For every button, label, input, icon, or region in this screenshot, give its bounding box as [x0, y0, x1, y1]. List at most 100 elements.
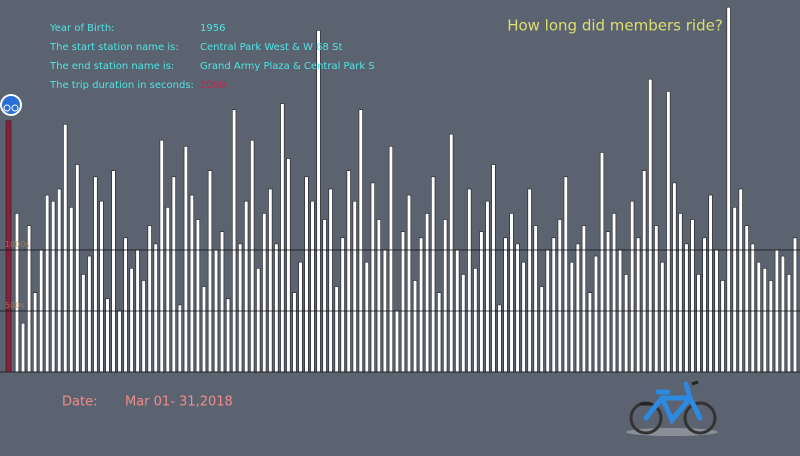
bar	[352, 200, 357, 373]
bar	[666, 91, 671, 373]
bar	[509, 213, 514, 373]
bar	[99, 200, 104, 373]
bar	[75, 164, 80, 373]
bar	[605, 231, 611, 373]
bar	[69, 207, 74, 373]
bar	[394, 310, 400, 373]
bar	[593, 255, 599, 373]
parts	[640, 380, 699, 406]
bar	[515, 243, 520, 373]
bar	[485, 200, 490, 373]
bar	[364, 261, 369, 373]
bar	[503, 237, 508, 373]
date-label: Date:	[62, 395, 97, 410]
bar	[334, 286, 339, 373]
bar	[424, 213, 430, 373]
bar	[262, 213, 267, 373]
y-tick-label: 1000s	[5, 240, 30, 249]
bar	[539, 286, 544, 373]
bar	[449, 133, 454, 373]
bar	[328, 188, 333, 373]
bar	[153, 243, 158, 373]
bar	[316, 30, 321, 373]
bar	[473, 267, 478, 373]
bar	[702, 237, 707, 373]
bar	[195, 219, 201, 373]
bar	[93, 176, 98, 373]
bar	[165, 207, 170, 373]
info-value: 1956	[200, 23, 225, 34]
wheel	[683, 401, 717, 435]
bar	[32, 292, 38, 373]
bar	[117, 310, 122, 373]
bar	[51, 200, 56, 373]
bar	[792, 237, 798, 373]
bar	[467, 188, 472, 373]
bar	[720, 280, 725, 373]
bar	[648, 78, 653, 373]
bar	[244, 200, 249, 373]
bar	[45, 194, 50, 373]
bar	[232, 109, 237, 373]
info-value: Grand Army Plaza & Central Park S	[200, 61, 375, 72]
bar	[431, 176, 436, 373]
bar	[630, 200, 635, 373]
bar	[388, 146, 394, 373]
bar	[376, 219, 381, 373]
bar	[533, 225, 538, 373]
bar	[292, 292, 297, 373]
bar	[732, 207, 737, 373]
icon-disc	[2, 96, 20, 114]
bar	[780, 255, 786, 373]
bar	[768, 280, 773, 373]
bar	[642, 170, 647, 373]
bar	[756, 261, 761, 373]
bar	[57, 188, 62, 373]
bar	[412, 280, 418, 373]
date-value: Mar 01- 31,2018	[125, 395, 233, 410]
bar	[738, 188, 743, 373]
icon-wheel	[11, 104, 19, 112]
bar	[690, 219, 695, 373]
bar	[20, 322, 26, 373]
bar	[400, 231, 406, 373]
bar	[684, 243, 689, 373]
bar	[624, 274, 629, 373]
bar	[479, 231, 484, 373]
bar	[286, 158, 291, 373]
bar	[358, 109, 363, 373]
bar	[141, 280, 146, 373]
icon-wheel	[3, 104, 11, 112]
bar	[750, 243, 755, 373]
bar	[225, 298, 231, 373]
bar	[189, 194, 195, 373]
bar	[569, 261, 574, 373]
bar	[461, 274, 466, 373]
bar	[14, 213, 20, 373]
bar	[129, 267, 134, 373]
bar	[171, 176, 176, 373]
bar	[575, 243, 580, 373]
bar	[177, 304, 182, 373]
bar	[636, 237, 641, 373]
bar	[219, 231, 225, 373]
bar	[105, 298, 110, 373]
bar	[310, 200, 315, 373]
bar	[87, 255, 92, 373]
bar	[443, 219, 448, 373]
bar	[726, 6, 731, 373]
bar	[708, 194, 713, 373]
bar	[497, 304, 502, 373]
info-label: Year of Birth:	[49, 23, 115, 34]
duration-label: The trip duration in seconds:	[49, 80, 194, 91]
bar	[201, 286, 207, 373]
bar	[678, 213, 683, 373]
bar	[370, 182, 375, 373]
bar	[63, 124, 68, 373]
bar	[563, 176, 568, 373]
bar	[521, 261, 526, 373]
bar	[406, 194, 412, 373]
bar	[81, 274, 86, 373]
